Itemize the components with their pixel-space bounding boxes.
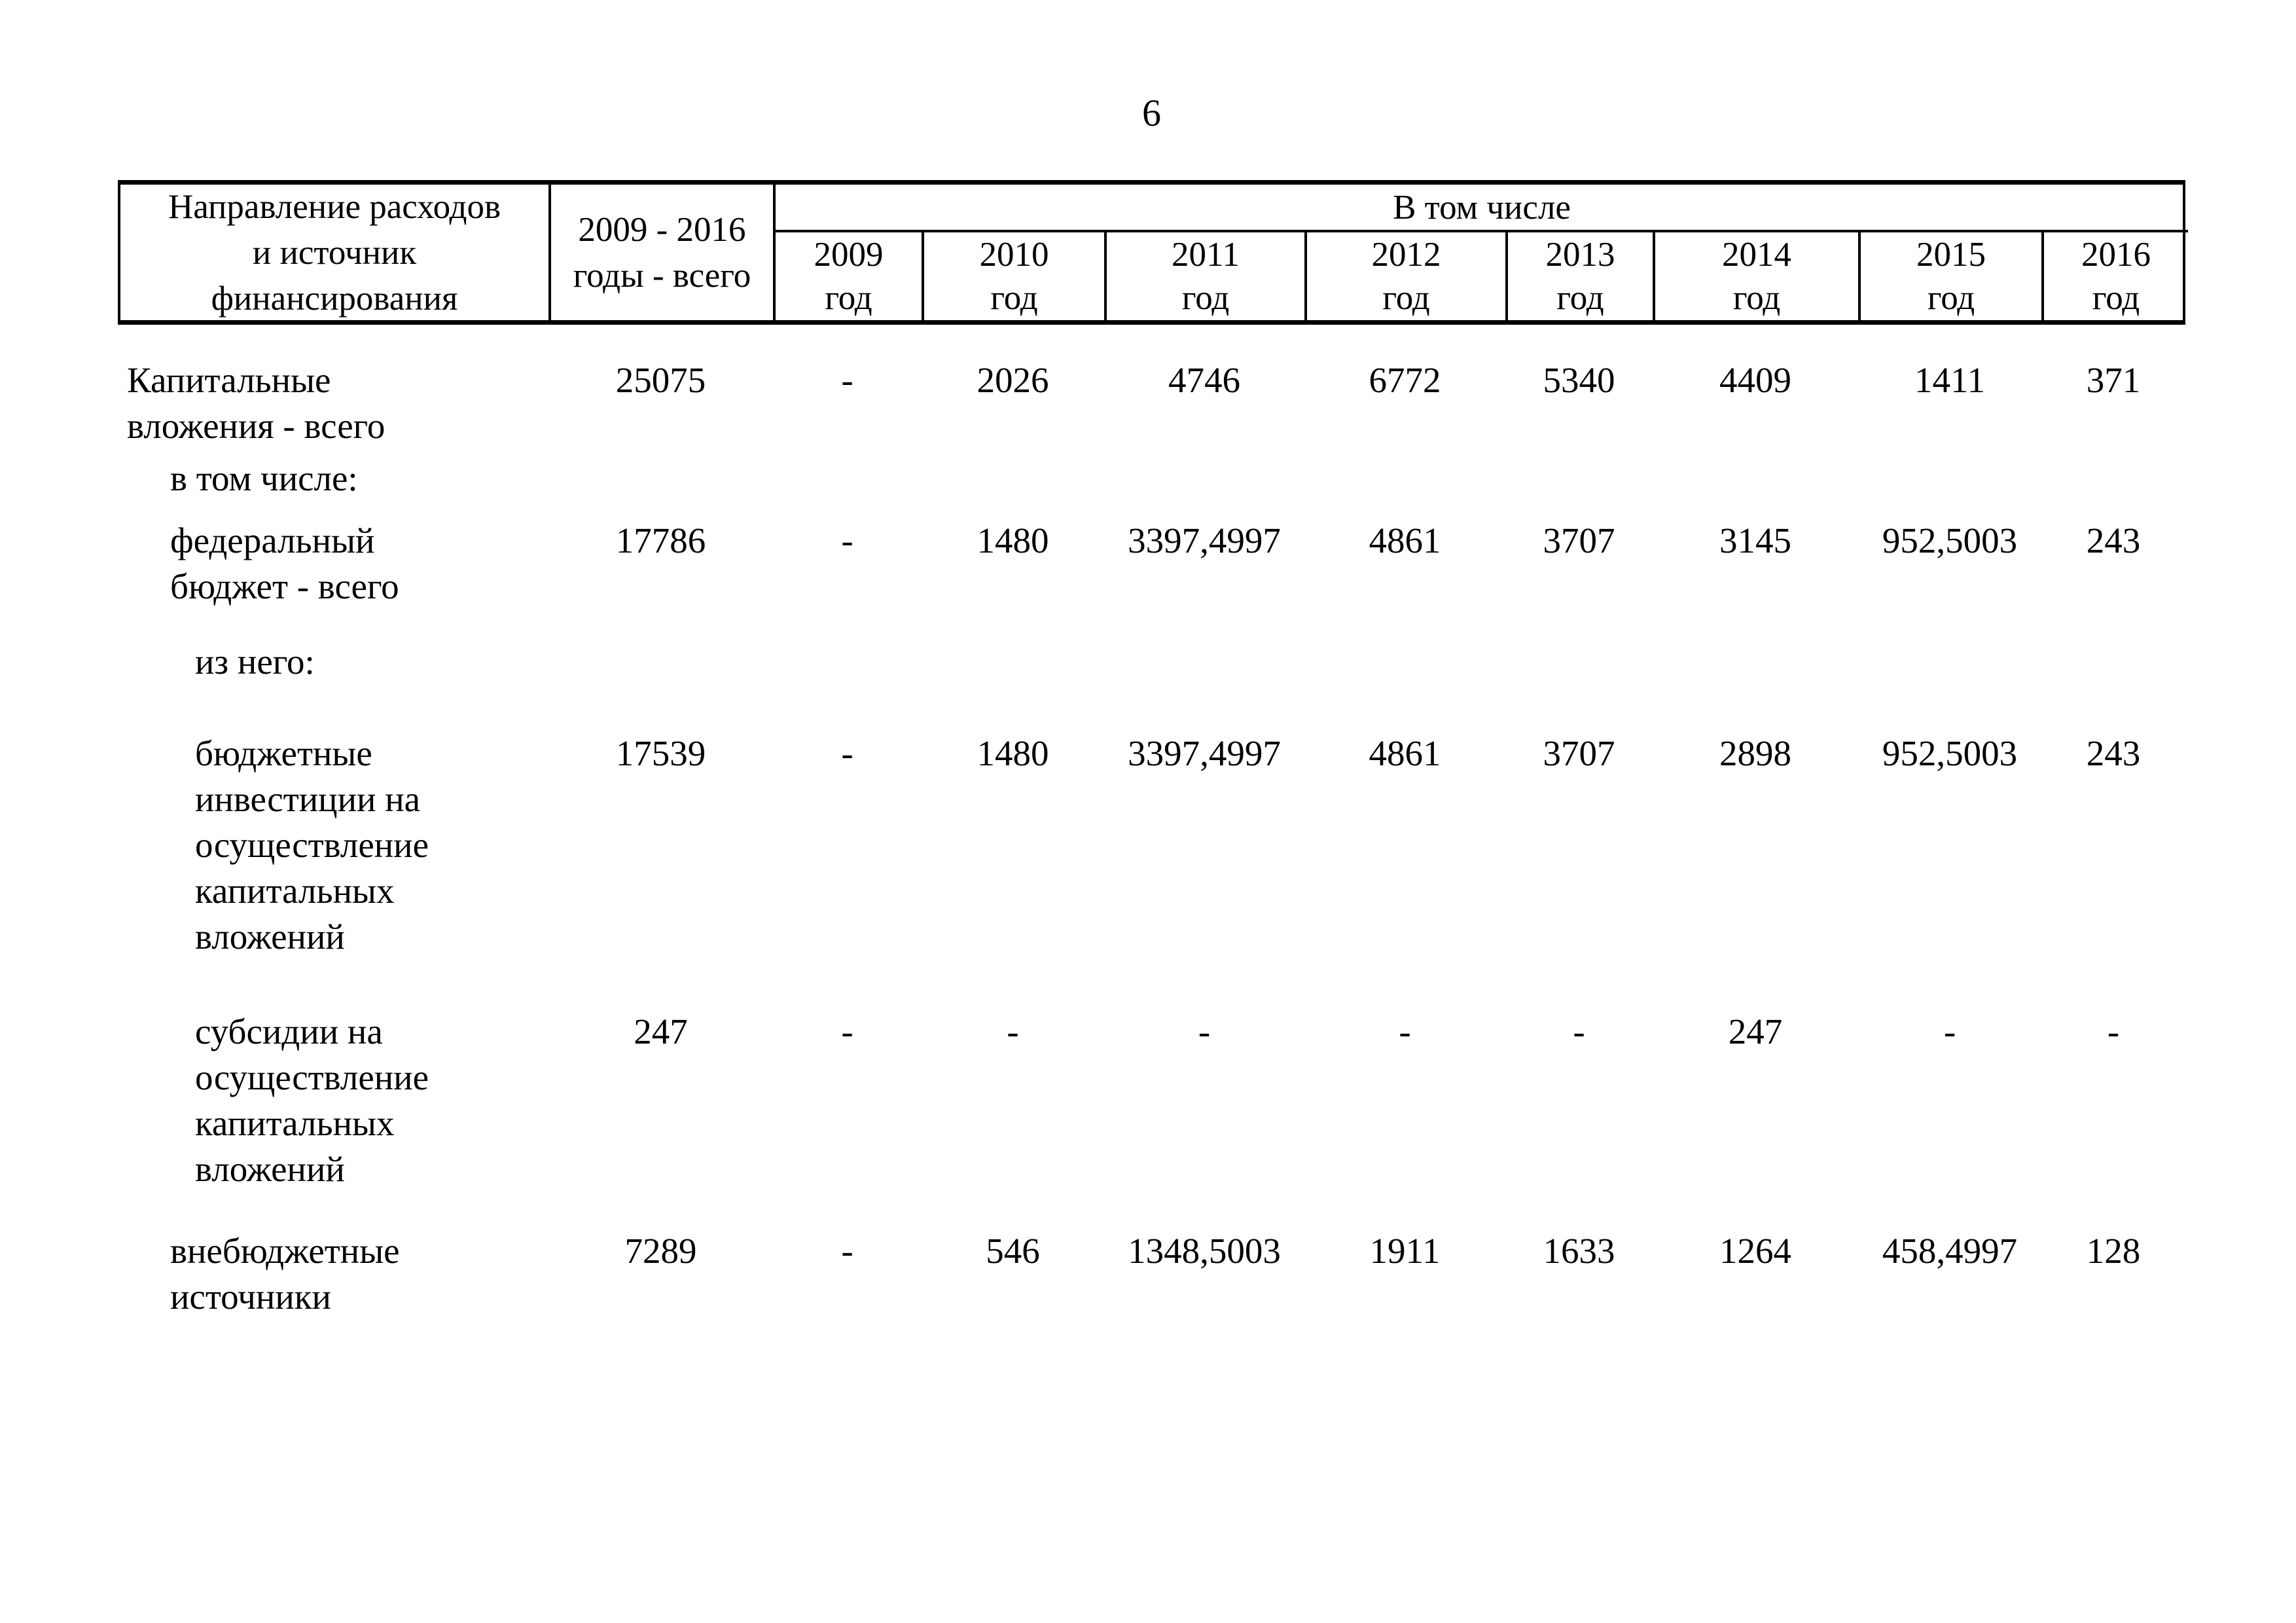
- value-cell: -: [841, 1231, 853, 1271]
- value-cell: -: [841, 360, 853, 400]
- value-cell: 7289: [624, 1231, 697, 1271]
- value-cell: 243: [2086, 733, 2141, 773]
- value-cell: 1480: [977, 733, 1049, 773]
- value-cell: -: [1198, 1012, 1211, 1051]
- page-number: 6: [1142, 92, 1161, 134]
- table-row: субсидии на осуществление капитальных вл…: [118, 1009, 2185, 1192]
- table-row: федеральный бюджет - всего 17786 - 1480 …: [118, 518, 2185, 610]
- header-year-2009: 2009 год: [776, 232, 924, 320]
- value-cell: 2898: [1719, 733, 1791, 773]
- value-cell: 1348,5003: [1128, 1231, 1281, 1271]
- value-cell: 952,5003: [1882, 520, 2018, 560]
- value-cell: 1411: [1914, 360, 1985, 400]
- value-cell: 3145: [1719, 520, 1791, 560]
- value-cell: 546: [986, 1231, 1040, 1271]
- value-cell: -: [841, 520, 853, 560]
- value-cell: 247: [634, 1012, 688, 1051]
- value-cell: 243: [2086, 520, 2141, 560]
- section-row: в том числе:: [118, 456, 2185, 501]
- value-cell: -: [841, 733, 853, 773]
- header-year-2012: 2012 год: [1307, 232, 1508, 320]
- section-row: из него:: [118, 639, 2185, 685]
- header-year-2016: 2016 год: [2081, 236, 2151, 317]
- value-cell: -: [1007, 1012, 1019, 1051]
- table-row: внебюджетные источники 7289 - 546 1348,5…: [118, 1228, 2185, 1320]
- value-cell: 4409: [1719, 360, 1791, 400]
- row-label: субсидии на осуществление капитальных вл…: [195, 1012, 429, 1189]
- finance-table: Направление расходов и источник финансир…: [118, 180, 2188, 1320]
- section-label: из него:: [195, 642, 315, 682]
- value-cell: 3707: [1543, 733, 1615, 773]
- header-year-2013: 2013 год: [1508, 232, 1655, 320]
- row-label: бюджетные инвестиции на осуществление ка…: [195, 733, 429, 957]
- value-cell: 4746: [1168, 360, 1240, 400]
- value-cell: 3397,4997: [1128, 733, 1281, 773]
- value-cell: 2026: [977, 360, 1049, 400]
- header-group-cell: В том числе: [776, 185, 2188, 232]
- row-label: федеральный бюджет - всего: [170, 520, 399, 606]
- value-cell: -: [1399, 1012, 1411, 1051]
- value-cell: -: [1573, 1012, 1585, 1051]
- value-cell: 3707: [1543, 520, 1615, 560]
- value-cell: 458,4997: [1882, 1231, 2018, 1271]
- header-direction-cell: Направление расходов и источник финансир…: [120, 185, 551, 320]
- value-cell: 247: [1728, 1012, 1783, 1051]
- value-cell: 4861: [1369, 520, 1441, 560]
- value-cell: -: [841, 1012, 853, 1051]
- header-total-cell: 2009 - 2016 годы - всего: [551, 185, 776, 320]
- row-label: внебюджетные источники: [170, 1231, 400, 1317]
- value-cell: 4861: [1369, 733, 1441, 773]
- header-year-2015: 2015 год: [1861, 232, 2044, 320]
- table-row: бюджетные инвестиции на осуществление ка…: [118, 731, 2185, 960]
- value-cell: 17786: [615, 520, 706, 560]
- value-cell: 1264: [1719, 1231, 1791, 1271]
- header-year-2014: 2014 год: [1655, 232, 1861, 320]
- table-header: Направление расходов и источник финансир…: [118, 180, 2188, 325]
- header-year-2010: 2010 год: [924, 232, 1107, 320]
- value-cell: 952,5003: [1882, 733, 2018, 773]
- value-cell: 128: [2086, 1231, 2141, 1271]
- value-cell: 1633: [1543, 1231, 1615, 1271]
- section-label: в том числе:: [170, 458, 358, 498]
- value-cell: 1911: [1369, 1231, 1441, 1271]
- value-cell: 5340: [1543, 360, 1615, 400]
- value-cell: 3397,4997: [1128, 520, 1281, 560]
- value-cell: -: [1943, 1012, 1956, 1051]
- value-cell: 6772: [1369, 360, 1441, 400]
- value-cell: -: [2107, 1012, 2120, 1051]
- value-cell: 1480: [977, 520, 1049, 560]
- value-cell: 371: [2086, 360, 2141, 400]
- table-row: Капитальные вложения - всего 25075 - 202…: [118, 357, 2185, 449]
- header-year-2011: 2011 год: [1107, 232, 1307, 320]
- row-label: Капитальные вложения - всего: [127, 360, 386, 446]
- value-cell: 25075: [615, 360, 706, 400]
- value-cell: 17539: [615, 733, 706, 773]
